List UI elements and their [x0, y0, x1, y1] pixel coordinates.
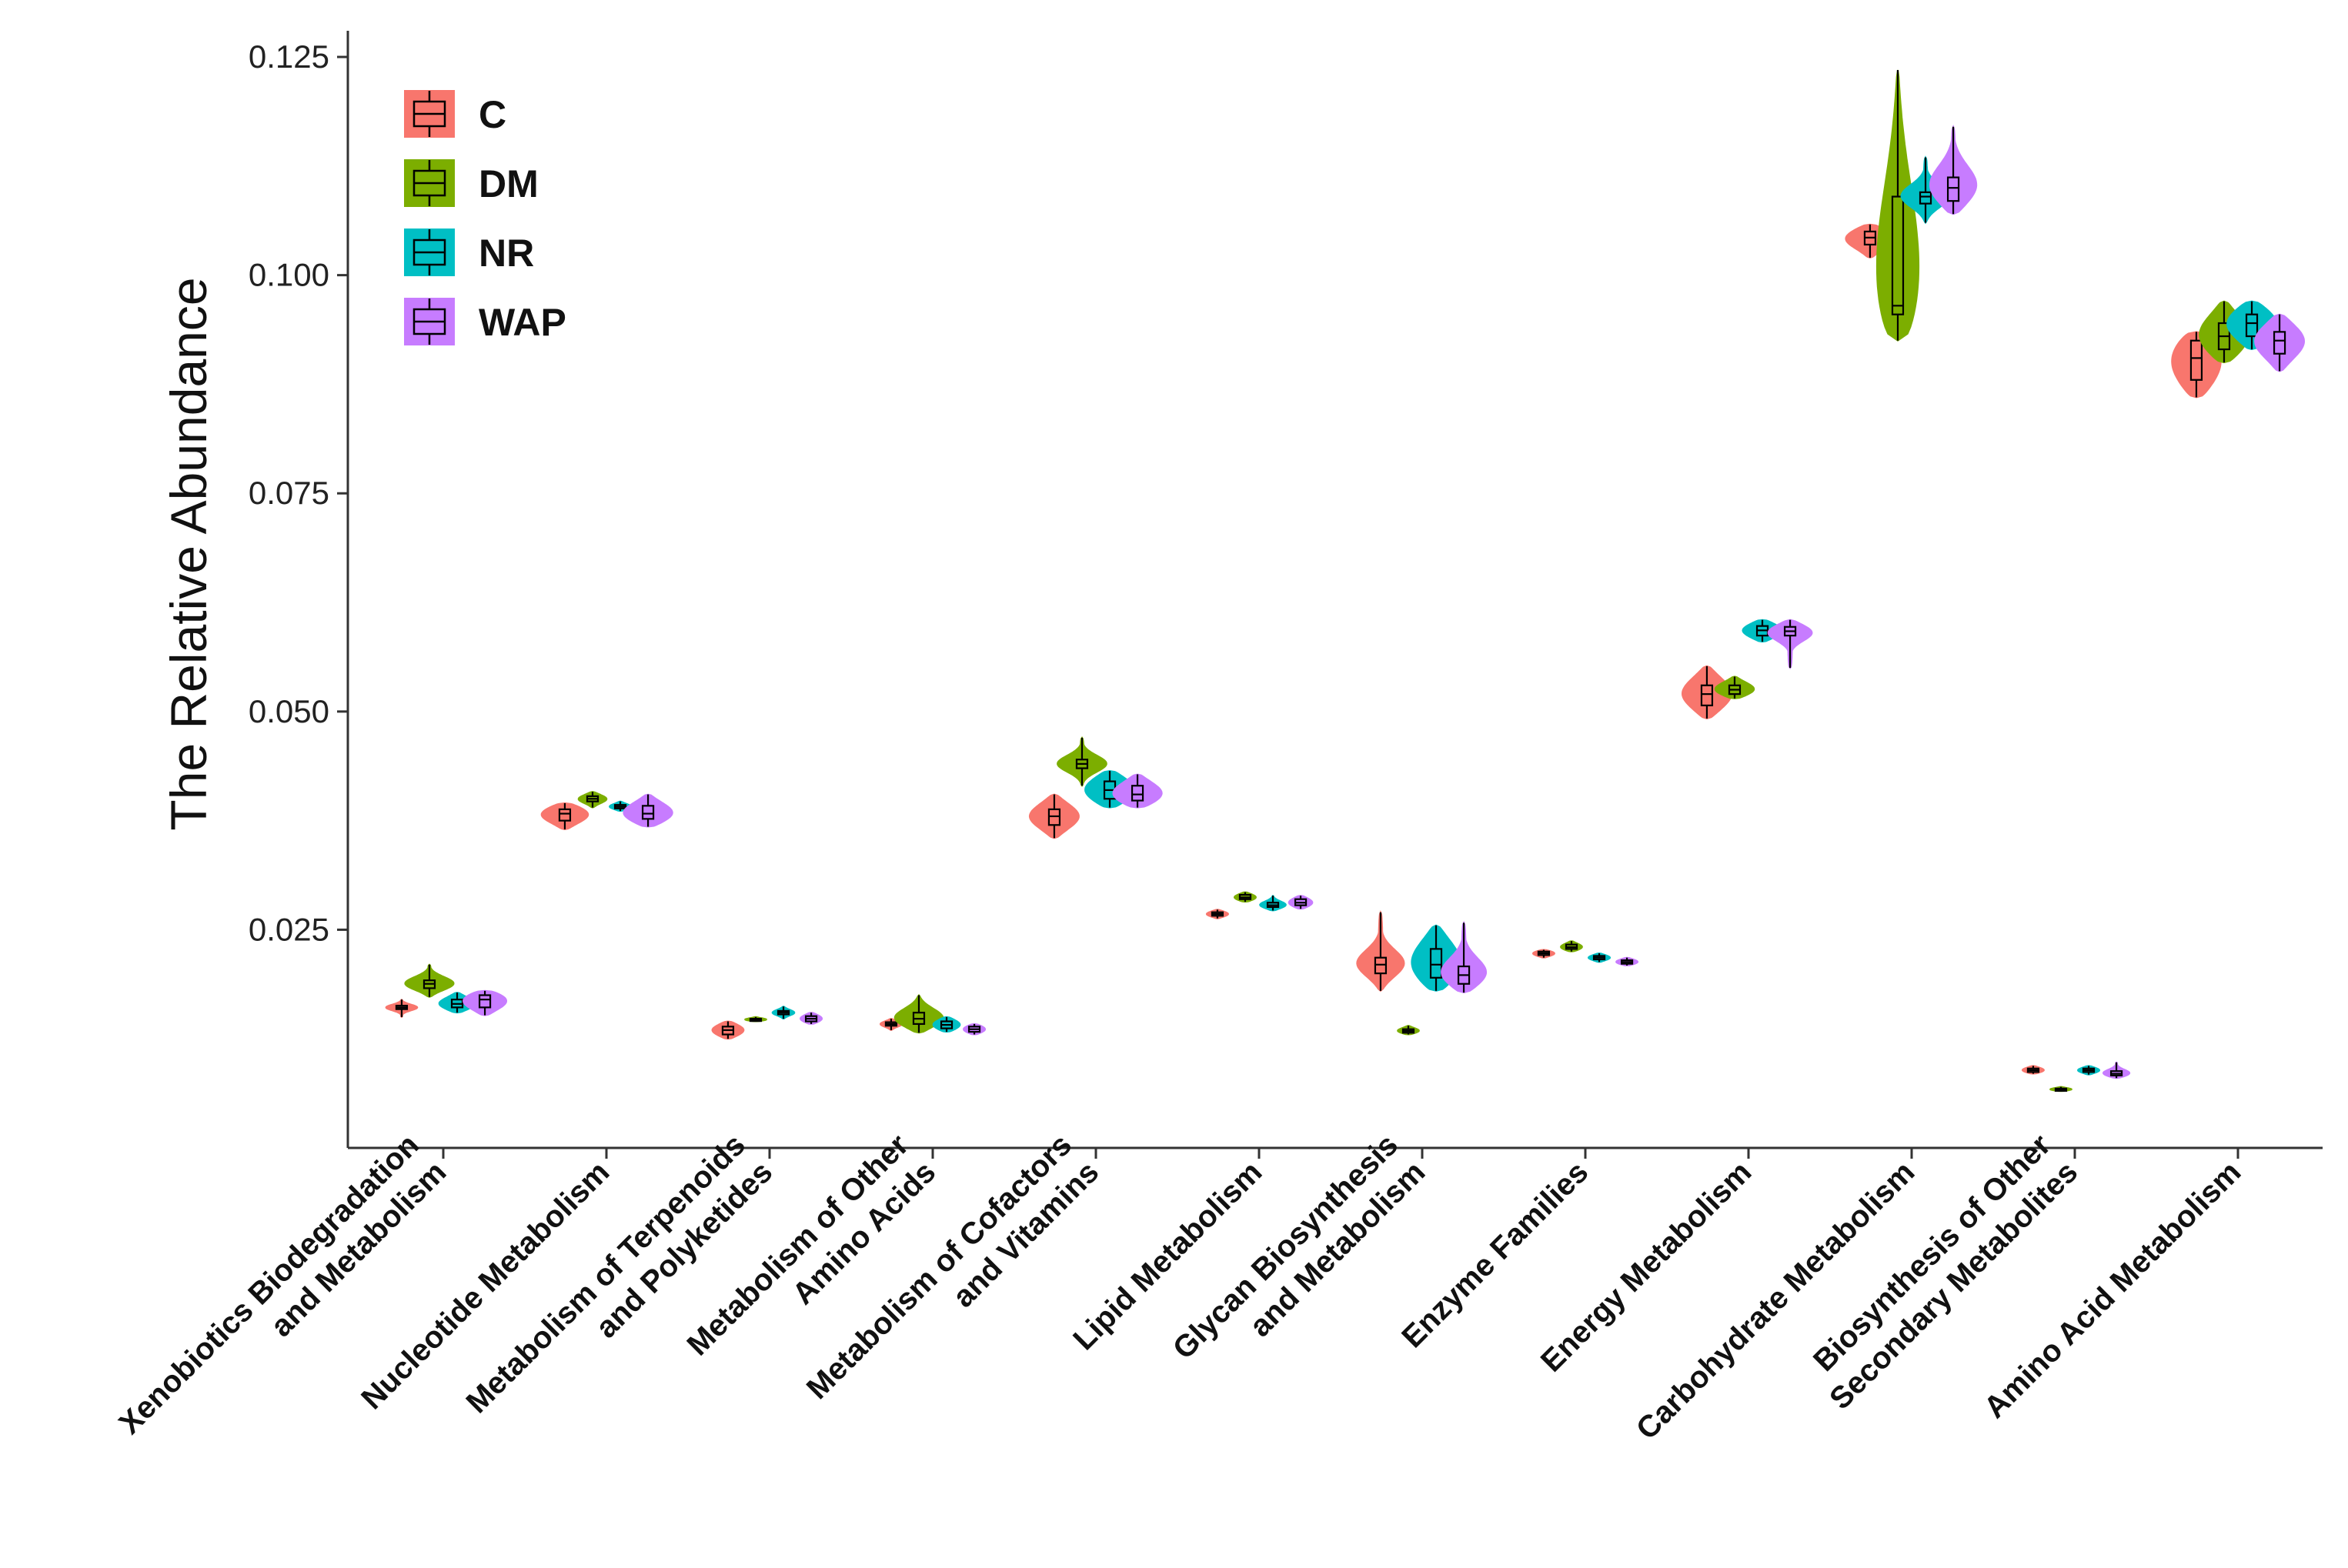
violin-dm-1 [577, 791, 608, 809]
plot-area [385, 69, 2306, 1093]
violin-body [463, 989, 507, 1016]
violin-c-5 [1205, 909, 1229, 919]
violin-wap-7 [1615, 956, 1638, 966]
y-tick-label: 0.050 [249, 693, 329, 729]
violin-dm-9 [1875, 69, 1920, 342]
legend-label: DM [479, 162, 539, 205]
box [1429, 948, 1443, 979]
violin-dm-2 [744, 1016, 767, 1023]
violin-body [1681, 665, 1732, 719]
box [2245, 313, 2259, 338]
violin-nr-3 [932, 1016, 961, 1033]
violin-nr-5 [1259, 894, 1287, 912]
violin-wap-4 [1112, 773, 1163, 809]
violin-dm-8 [1714, 676, 1755, 699]
y-tick-label: 0.125 [249, 38, 329, 75]
x-category-label: Glycan Biosynthesis [1167, 1128, 1404, 1366]
box [1047, 808, 1061, 826]
violin-wap-5 [1288, 895, 1314, 910]
violin-dm-10 [2049, 1086, 2072, 1093]
violin-body [1714, 676, 1755, 699]
box [2189, 339, 2203, 381]
violin-wap-11 [2254, 313, 2306, 372]
box [558, 808, 572, 822]
violin-wap-3 [963, 1023, 987, 1036]
violin-dm-4 [1057, 736, 1107, 787]
legend-label: NR [479, 232, 534, 275]
box [1946, 176, 1960, 202]
legend: C DM NR WAP [404, 90, 566, 345]
box [1891, 195, 1905, 315]
violin-c-7 [1532, 949, 1555, 959]
violin-c-6 [1356, 910, 1405, 993]
violin-wap-6 [1441, 920, 1487, 994]
violin-body [540, 802, 590, 831]
violin-nr-2 [771, 1006, 796, 1020]
violin-c-4 [1028, 793, 1080, 839]
violin-wap-8 [1767, 619, 1813, 669]
y-tick-label: 0.100 [249, 257, 329, 293]
legend-item-nr: NR [404, 229, 534, 276]
violin-dm-6 [1397, 1025, 1420, 1036]
x-category-label: Amino Acid Metabolism [1978, 1155, 2248, 1425]
violin-dm-0 [404, 963, 455, 998]
violin-c-1 [540, 802, 590, 831]
y-tick-label: 0.075 [249, 475, 329, 511]
violin-c-0 [385, 998, 419, 1019]
violin-wap-0 [463, 989, 507, 1016]
violin-nr-1 [609, 800, 632, 812]
y-tick-label: 0.025 [249, 911, 329, 947]
violin-c-2 [711, 1020, 745, 1040]
box [2273, 331, 2286, 355]
legend-item-dm: DM [404, 159, 539, 207]
legend-label: WAP [479, 301, 566, 344]
legend-item-wap: WAP [404, 298, 566, 345]
violin-nr-7 [1587, 952, 1611, 963]
box [1700, 684, 1714, 706]
violin-wap-2 [800, 1012, 823, 1025]
violin-body [1057, 736, 1107, 787]
y-axis-title: The Relative Abundance [160, 277, 217, 830]
violin-c-8 [1681, 665, 1732, 719]
legend-label: C [479, 93, 506, 136]
violin-dm-5 [1234, 891, 1257, 903]
violin-dm-7 [1560, 940, 1583, 952]
violin-nr-10 [2076, 1065, 2100, 1076]
violin-wap-10 [2102, 1061, 2131, 1079]
box [1374, 956, 1388, 975]
violin-wap-1 [623, 793, 673, 828]
box [1131, 785, 1144, 802]
box [478, 994, 492, 1009]
violin-body [1875, 69, 1920, 342]
violin-wap-9 [1929, 124, 1978, 215]
legend-item-c: C [404, 90, 506, 138]
violin-c-10 [2022, 1065, 2045, 1075]
box [641, 805, 655, 820]
box [1919, 191, 1932, 205]
